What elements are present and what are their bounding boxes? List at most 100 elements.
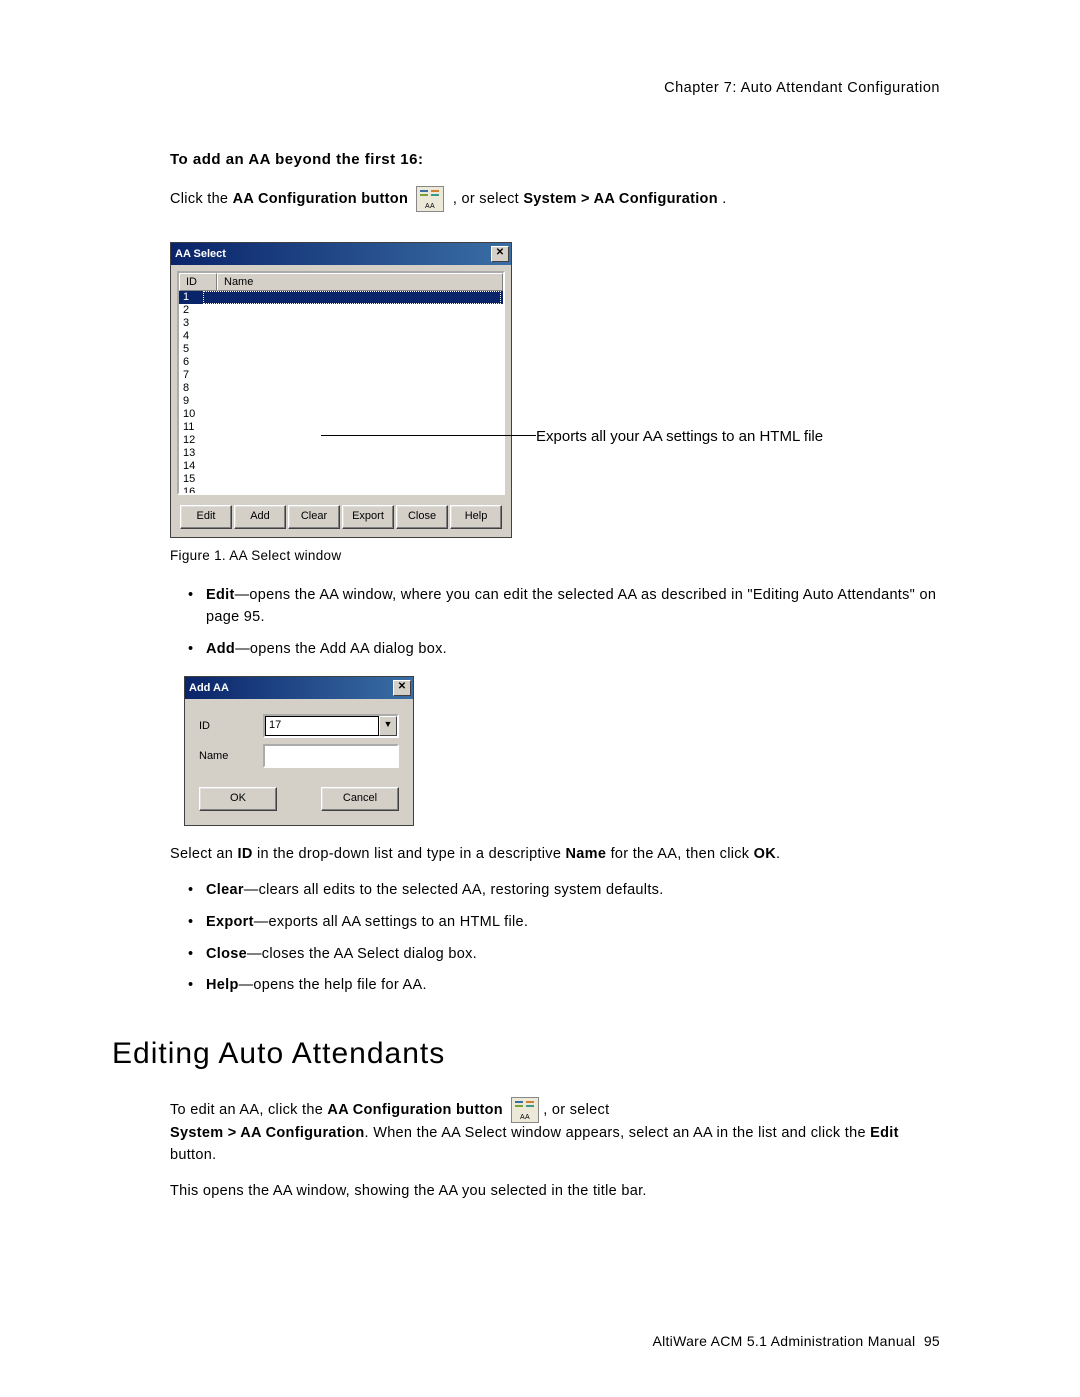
page-number: 95 [924,1333,940,1349]
cell-id: 6 [179,356,203,369]
text-bold: Name [566,846,607,862]
name-label: Name [199,750,263,762]
table-row[interactable]: 11 [179,421,503,434]
text-bold: AA Configuration button [327,1102,502,1118]
chevron-down-icon[interactable]: ▼ [379,716,397,736]
export-button[interactable]: Export [342,505,394,529]
edit-button[interactable]: Edit [180,505,232,529]
cell-id: 5 [179,343,203,356]
subhead-add-beyond-16: To add an AA beyond the first 16: [170,151,940,168]
text: . [776,846,780,862]
column-header-name[interactable]: Name [217,273,503,291]
term: Export [206,914,254,930]
cell-id: 1 [179,291,203,304]
term: Edit [206,587,235,603]
cell-id: 15 [179,473,203,486]
cell-id: 2 [179,304,203,317]
text-bold: ID [238,846,253,862]
table-row[interactable]: 15 [179,473,503,486]
dialog-title: AA Select [175,248,226,260]
close-icon[interactable]: ✕ [393,680,411,696]
cell-id: 3 [179,317,203,330]
table-row[interactable]: 13 [179,447,503,460]
clear-button[interactable]: Clear [288,505,340,529]
intro-paragraph: Click the AA Configuration button AA , o… [170,186,940,212]
dialog-title: Add AA [189,682,229,694]
term: Add [206,641,235,657]
aa-select-dialog: AA Select ✕ ID Name 1 2 [170,242,512,538]
text: Click the [170,191,233,207]
desc: —closes the AA Select dialog box. [247,946,477,962]
text: Select an [170,846,238,862]
text: for the AA, then click [606,846,753,862]
table-row[interactable]: 3 [179,317,503,330]
ok-button[interactable]: OK [199,787,277,811]
help-button[interactable]: Help [450,505,502,529]
cell-id: 8 [179,382,203,395]
table-row[interactable]: 14 [179,460,503,473]
text-bold: AA Configuration button [233,191,408,207]
paragraph: This opens the AA window, showing the AA… [170,1181,940,1203]
cell-id: 7 [179,369,203,382]
aa-config-icon: AA [416,186,444,212]
cell-id: 11 [179,421,203,434]
cancel-button[interactable]: Cancel [321,787,399,811]
table-row[interactable]: 4 [179,330,503,343]
desc: —opens the AA window, where you can edit… [206,587,936,625]
text: . When the AA Select window appears, sel… [365,1125,871,1141]
close-button[interactable]: Close [396,505,448,529]
table-row[interactable]: 8 [179,382,503,395]
text-bold: Edit [870,1125,899,1141]
term: Close [206,946,247,962]
table-row[interactable]: 10 [179,408,503,421]
chapter-header: Chapter 7: Auto Attendant Configuration [170,80,940,96]
cell-id: 10 [179,408,203,421]
list-item: Edit—opens the AA window, where you can … [188,585,940,629]
list-item: Close—closes the AA Select dialog box. [188,944,940,966]
cell-id: 14 [179,460,203,473]
desc: —opens the help file for AA. [239,977,427,993]
table-row[interactable]: 6 [179,356,503,369]
cell-id: 12 [179,434,203,447]
list-item: Clear—clears all edits to the selected A… [188,880,940,902]
section-heading: Editing Auto Attendants [112,1037,940,1071]
text-bold: System > AA Configuration [523,191,718,207]
svg-text:AA: AA [520,1114,530,1121]
column-header-id[interactable]: ID [179,273,217,291]
name-input[interactable] [263,744,399,768]
table-row[interactable]: 2 [179,304,503,317]
id-dropdown[interactable]: 17 ▼ [263,714,399,738]
desc: —opens the Add AA dialog box. [235,641,447,657]
table-row[interactable]: 9 [179,395,503,408]
desc: —clears all edits to the selected AA, re… [244,882,664,898]
close-icon[interactable]: ✕ [491,246,509,262]
text-bold: System > AA Configuration [170,1125,365,1141]
term: Help [206,977,239,993]
dialog-titlebar: AA Select ✕ [171,243,511,265]
page-footer: AltiWare ACM 5.1 Administration Manual 9… [652,1333,940,1349]
table-row[interactable]: 7 [179,369,503,382]
list-item: Export—exports all AA settings to an HTM… [188,912,940,934]
aa-config-icon: AA [511,1097,539,1123]
footer-text: AltiWare ACM 5.1 Administration Manual [652,1333,915,1349]
text: , or select [453,191,524,207]
text-bold: OK [754,846,776,862]
add-aa-dialog: Add AA ✕ ID 17 ▼ Name OK Cancel [184,676,414,826]
table-row[interactable]: 16 [179,486,503,495]
desc: —exports all AA settings to an HTML file… [254,914,529,930]
add-button[interactable]: Add [234,505,286,529]
dialog-titlebar: Add AA ✕ [185,677,413,699]
text: , or select [543,1102,609,1118]
callout-text: Exports all your AA settings to an HTML … [536,428,823,445]
selection-highlight [203,291,501,304]
table-row[interactable]: 5 [179,343,503,356]
cell-id: 13 [179,447,203,460]
aa-list[interactable]: ID Name 1 2 3 4 5 6 7 8 [177,271,505,495]
list-item: Add—opens the Add AA dialog box. [188,639,940,661]
text: in the drop-down list and type in a desc… [253,846,566,862]
cell-id: 4 [179,330,203,343]
svg-text:AA: AA [425,203,435,210]
cell-id: 16 [179,486,203,495]
term: Clear [206,882,244,898]
table-row[interactable]: 1 [179,291,503,304]
